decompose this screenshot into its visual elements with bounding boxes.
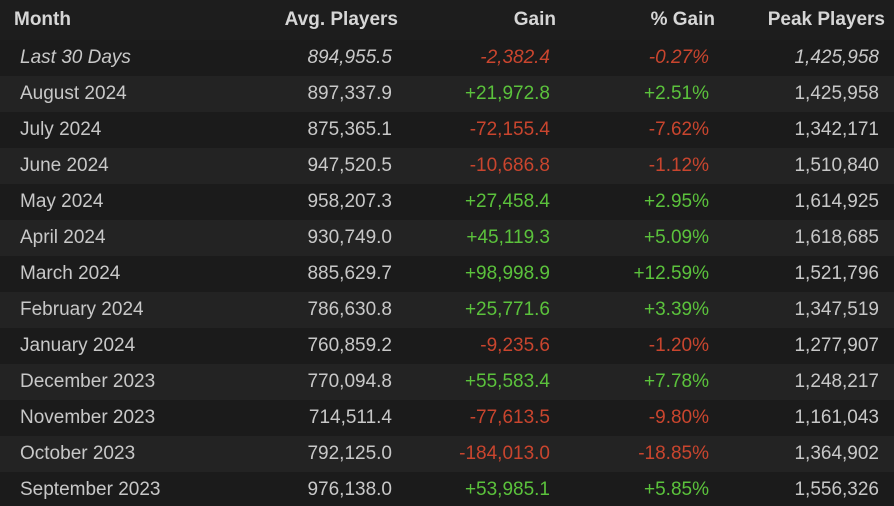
table-row: October 2023 792,125.0 -184,013.0 -18.85% 1,… bbox=[0, 436, 894, 472]
table-cell: +27,458.4 bbox=[464, 191, 550, 212]
table-cell: 930,749.0 bbox=[307, 227, 392, 248]
table-cell: +21,972.8 bbox=[464, 83, 550, 104]
column-header: Peak Players bbox=[724, 0, 894, 40]
table-cell: 976,138.0 bbox=[307, 479, 392, 500]
column-header: Gain bbox=[407, 0, 565, 40]
table-cell: 1,248,217 bbox=[794, 371, 879, 392]
table-cell: +3.39% bbox=[644, 299, 709, 320]
table-cell: 786,630.8 bbox=[307, 299, 392, 320]
table-cell: 770,094.8 bbox=[307, 371, 392, 392]
table-cell: January 2024 bbox=[20, 335, 136, 356]
table-cell: August 2024 bbox=[20, 83, 127, 104]
table-cell: +5.09% bbox=[644, 227, 709, 248]
table-cell: -72,155.4 bbox=[469, 119, 550, 140]
table-cell: -77,613.5 bbox=[469, 407, 550, 428]
table-cell: -10,686.8 bbox=[469, 155, 550, 176]
table-row: May 2024 958,207.3 +27,458.4 +2.95% 1,614,92… bbox=[0, 184, 894, 220]
table-cell: -1.12% bbox=[648, 155, 709, 176]
table-cell: May 2024 bbox=[20, 191, 104, 212]
table-cell: 760,859.2 bbox=[307, 335, 392, 356]
table-cell: 885,629.7 bbox=[307, 263, 392, 284]
table-cell: 1,618,685 bbox=[794, 227, 879, 248]
table-cell: +2.51% bbox=[644, 83, 709, 104]
table-cell: 1,277,907 bbox=[794, 335, 879, 356]
table-cell: 1,556,326 bbox=[794, 479, 879, 500]
table-row: January 2024 760,859.2 -9,235.6 -1.20% 1,277… bbox=[0, 328, 894, 364]
table-cell: 1,510,840 bbox=[794, 155, 879, 176]
table-cell: -7.62% bbox=[648, 119, 709, 140]
table-cell: September 2023 bbox=[20, 479, 161, 500]
column-header: % Gain bbox=[565, 0, 724, 40]
table-cell: 1,614,925 bbox=[794, 191, 879, 212]
table-cell: 1,347,519 bbox=[794, 299, 879, 320]
table-cell: +25,771.6 bbox=[464, 299, 550, 320]
table-cell: +53,985.1 bbox=[464, 479, 550, 500]
table-cell: Last 30 Days bbox=[20, 47, 131, 68]
table-cell: -9.80% bbox=[648, 407, 709, 428]
table-cell: 1,342,171 bbox=[794, 119, 879, 140]
table-cell: -0.27% bbox=[648, 47, 709, 68]
table-cell: +55,583.4 bbox=[464, 371, 550, 392]
table-cell: +5.85% bbox=[644, 479, 709, 500]
table-row: July 2024 875,365.1 -72,155.4 -7.62% 1,342,1… bbox=[0, 112, 894, 148]
table-cell: 958,207.3 bbox=[307, 191, 392, 212]
header-row: Month Avg. Players Gain% Gain Peak Players bbox=[0, 0, 894, 40]
table-cell: March 2024 bbox=[20, 263, 121, 284]
table-row: June 2024 947,520.5 -10,686.8 -1.12% 1,510,8… bbox=[0, 148, 894, 184]
column-header: Avg. Players bbox=[240, 0, 407, 40]
table-cell: -9,235.6 bbox=[480, 335, 550, 356]
table-cell: +12.59% bbox=[633, 263, 709, 284]
table-cell: -184,013.0 bbox=[459, 443, 550, 464]
table-cell: -2,382.4 bbox=[480, 47, 550, 68]
table-cell: October 2023 bbox=[20, 443, 136, 464]
column-header: Month bbox=[0, 0, 240, 40]
table-row: November 2023 714,511.4 -77,613.5 -9.80% 1,1… bbox=[0, 400, 894, 436]
table-cell: February 2024 bbox=[20, 299, 144, 320]
table-cell: 1,425,958 bbox=[794, 83, 879, 104]
table-cell: +45,119.3 bbox=[466, 227, 550, 248]
table-cell: July 2024 bbox=[20, 119, 102, 140]
table-cell: April 2024 bbox=[20, 227, 106, 248]
table-row: Last 30 Days 894,955.5 -2,382.4 -0.27% 1,425… bbox=[0, 40, 894, 76]
table-cell: -18.85% bbox=[638, 443, 709, 464]
table-row: February 2024 786,630.8 +25,771.6 +3.39% 1,3… bbox=[0, 292, 894, 328]
table-cell: 897,337.9 bbox=[307, 83, 392, 104]
table-cell: 947,520.5 bbox=[307, 155, 392, 176]
table-row: August 2024 897,337.9 +21,972.8 +2.51% 1,425… bbox=[0, 76, 894, 112]
table-cell: 875,365.1 bbox=[307, 119, 392, 140]
table-body: Last 30 Days 894,955.5 -2,382.4 -0.27% 1,425… bbox=[0, 40, 894, 506]
table-cell: 1,161,043 bbox=[794, 407, 879, 428]
table-cell: -1.20% bbox=[648, 335, 709, 356]
table-cell: 894,955.5 bbox=[307, 47, 392, 68]
table-row: December 2023 770,094.8 +55,583.4 +7.78% 1,2… bbox=[0, 364, 894, 400]
table-row: April 2024 930,749.0 +45,119.3 +5.09% 1,618,… bbox=[0, 220, 894, 256]
table-cell: December 2023 bbox=[20, 371, 156, 392]
table-cell: 714,511.4 bbox=[308, 407, 392, 428]
table-cell: 1,521,796 bbox=[794, 263, 879, 284]
table-cell: November 2023 bbox=[20, 407, 156, 428]
table-row: March 2024 885,629.7 +98,998.9 +12.59% 1,521… bbox=[0, 256, 894, 292]
table-cell: +2.95% bbox=[644, 191, 709, 212]
table-cell: 1,364,902 bbox=[794, 443, 879, 464]
table-cell: +7.78% bbox=[644, 371, 709, 392]
table-cell: 1,425,958 bbox=[794, 47, 879, 68]
table-cell: +98,998.9 bbox=[464, 263, 550, 284]
table-cell: 792,125.0 bbox=[307, 443, 392, 464]
table-cell: June 2024 bbox=[20, 155, 109, 176]
table-row: September 2023 976,138.0 +53,985.1 +5.85% 1,… bbox=[0, 472, 894, 506]
